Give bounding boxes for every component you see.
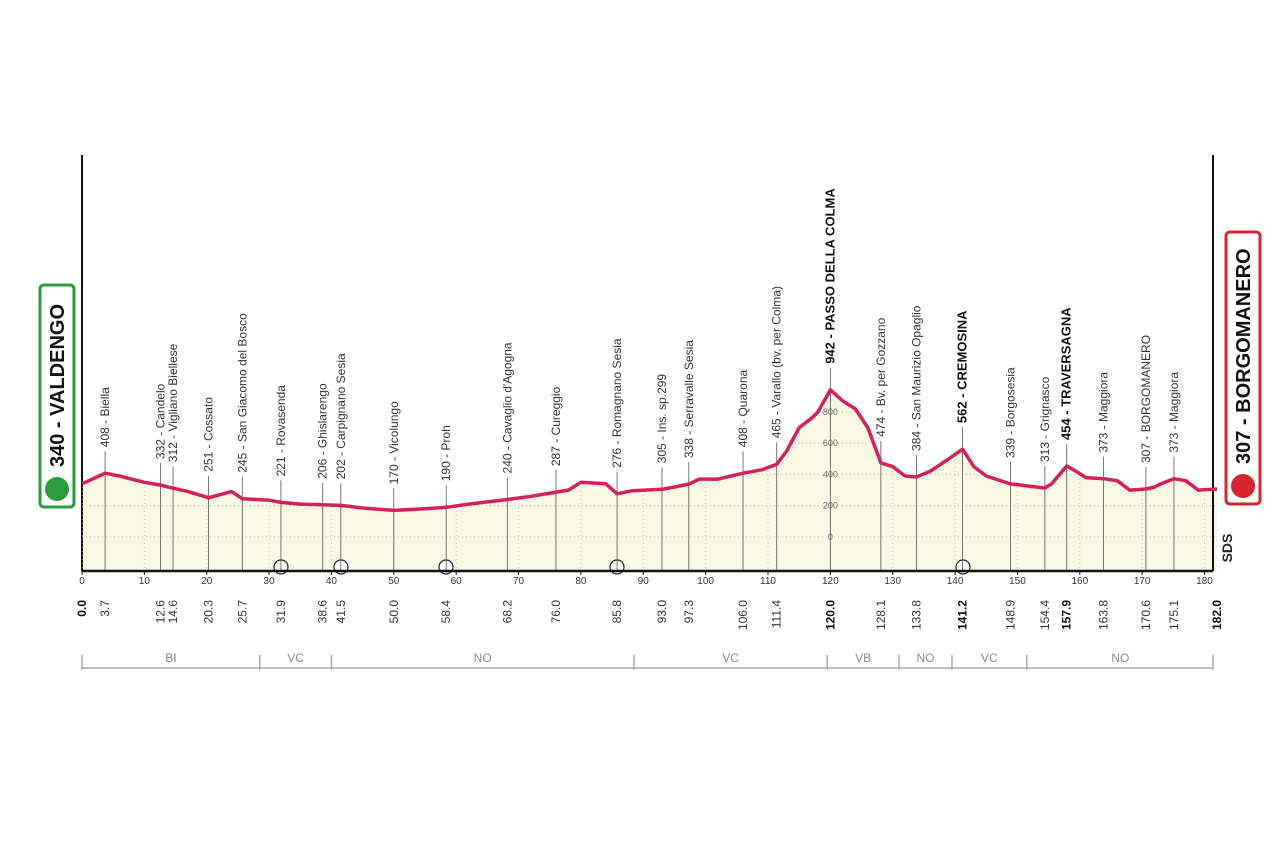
km-label: 25.7 — [235, 600, 249, 624]
km-label: 120.0 — [823, 600, 837, 630]
waypoint-label: 373 - Maggiora — [1167, 372, 1181, 453]
region-label: NO — [1111, 651, 1129, 665]
km-label: 58.4 — [439, 600, 453, 624]
x-tick-label: 160 — [1071, 576, 1088, 587]
waypoint-label: 338 - Serravalle Sesia — [682, 340, 696, 458]
km-label: 133.8 — [909, 600, 923, 630]
x-tick-label: 40 — [326, 576, 338, 587]
waypoint-label: 307 - BORGOMANERO — [1139, 335, 1153, 463]
x-tick-label: 70 — [513, 576, 525, 587]
waypoint-label: 221 - Rovasenda — [274, 385, 288, 477]
region-label: NO — [474, 651, 492, 665]
start-label: 340 - VALDENGO — [47, 304, 69, 467]
km-label: 141.2 — [956, 600, 970, 630]
x-tick-label: 50 — [388, 576, 400, 587]
km-label: 175.1 — [1167, 600, 1181, 630]
x-tick-label: 130 — [884, 576, 901, 587]
km-label: 106.0 — [736, 600, 750, 630]
km-label: 97.3 — [682, 600, 696, 624]
x-tick-label: 110 — [760, 576, 776, 587]
region-label: VC — [722, 651, 739, 665]
km-label: 3.7 — [98, 600, 112, 617]
waypoint-label: 276 - Romagnano Sesia — [610, 338, 624, 468]
x-tick-label: 80 — [575, 576, 587, 587]
region-label: BI — [165, 651, 176, 665]
km-label: 93.0 — [655, 600, 669, 624]
waypoint-label: 408 - Biella — [98, 387, 112, 447]
x-tick-label: 180 — [1196, 576, 1213, 587]
km-label: 148.9 — [1004, 600, 1018, 630]
km-label: 14.6 — [166, 600, 180, 624]
x-tick-label: 100 — [697, 576, 714, 587]
logo: SDS — [1219, 534, 1235, 563]
km-label: 38.6 — [316, 600, 330, 624]
waypoint-label: 408 - Quarona — [736, 369, 750, 447]
km-label: 157.9 — [1060, 600, 1074, 630]
start-icon — [45, 477, 69, 501]
km-label: 163.8 — [1097, 600, 1111, 630]
region-label: NO — [916, 651, 934, 665]
km-label: 85.8 — [610, 600, 624, 624]
km-label: 170.6 — [1139, 600, 1153, 630]
finish-box — [1224, 230, 1262, 506]
x-tick-label: 10 — [139, 576, 151, 587]
km-label: 41.5 — [334, 600, 348, 624]
km-label: 68.2 — [500, 600, 514, 624]
waypoint-label: 190 - Proh — [439, 425, 453, 481]
waypoint-label: 287 - Cureggio — [549, 386, 563, 466]
finish-icon — [1231, 474, 1255, 498]
km-label: 76.0 — [549, 600, 563, 624]
x-tick-label: 20 — [201, 576, 213, 587]
waypoint-label: 170 - Vicolungo — [387, 401, 401, 485]
waypoint-label: 240 - Cavaglio d'Agogna — [500, 342, 514, 473]
km-label: 128.1 — [874, 600, 888, 630]
waypoint-label: 474 - Bv. per Gozzano — [874, 317, 888, 437]
x-tick-label: 140 — [947, 576, 964, 587]
waypoint-label: 384 - San Maurizio Opaglio — [909, 305, 923, 451]
waypoint-label: 206 - Ghislarengo — [316, 383, 330, 479]
waypoint-label: 251 - Cossato — [202, 397, 216, 472]
waypoint-label: 465 - Varallo (bv. per Colma) — [770, 286, 784, 438]
waypoint-label: 339 - Borgosesia — [1004, 367, 1018, 458]
km-label: 12.6 — [154, 600, 168, 624]
waypoint-label: 332 - Candelo — [154, 383, 168, 459]
km-label: 182.0 — [1210, 600, 1224, 630]
waypoint-label: 312 - Vigliano Biellese — [166, 343, 180, 462]
waypoint-label: 202 - Carpignano Sesia — [334, 353, 348, 479]
waypoint-label: 313 - Grignasco — [1038, 376, 1052, 462]
x-tick-label: 90 — [638, 576, 650, 587]
km-label: 50.0 — [387, 600, 401, 624]
profile-line — [81, 388, 1218, 513]
km-label: 111.4 — [770, 600, 784, 629]
x-tick-label: 30 — [264, 576, 276, 587]
waypoint-label: 305 - Ins. sp.299 — [655, 374, 669, 464]
finish-label: 307 - BORGOMANERO — [1233, 248, 1255, 464]
km-label: 154.4 — [1038, 600, 1052, 630]
waypoint-label: 373 - Maggiora — [1097, 372, 1111, 453]
x-tick-label: 0 — [79, 576, 85, 587]
x-tick-label: 120 — [822, 576, 839, 587]
region-label: VC — [981, 651, 998, 665]
km-label: 31.9 — [274, 600, 288, 624]
waypoint-label: 245 - San Giacomo del Bosco — [235, 313, 249, 473]
km-label: 0.0 — [75, 600, 89, 617]
region-label: VB — [855, 651, 871, 665]
region-label: VC — [287, 651, 304, 665]
waypoint-label: 454 - TRAVERSAGNA — [1059, 307, 1074, 440]
x-tick-label: 150 — [1009, 576, 1026, 587]
km-label: 20.3 — [202, 600, 216, 624]
start-box — [38, 283, 76, 509]
x-tick-label: 60 — [451, 576, 463, 587]
x-tick-label: 170 — [1134, 576, 1151, 587]
waypoint-label: 562 - CREMOSINA — [955, 310, 970, 423]
waypoint-label: 942 - PASSO DELLA COLMA — [822, 188, 837, 364]
profile-area — [82, 389, 1217, 571]
